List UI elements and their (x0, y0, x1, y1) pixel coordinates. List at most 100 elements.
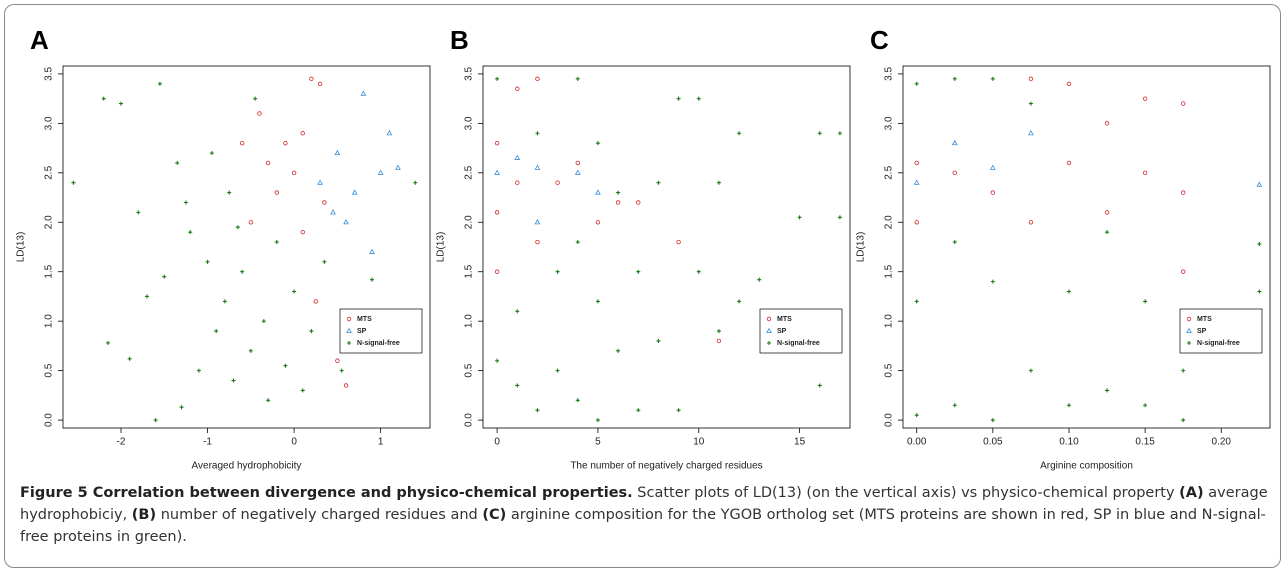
legend-marker (346, 327, 352, 334)
point (101, 96, 106, 101)
point (737, 131, 742, 136)
point (266, 398, 271, 403)
point (990, 279, 995, 284)
point (231, 378, 236, 383)
point (716, 180, 721, 185)
plot-area (902, 65, 1271, 429)
caption-label: (A) (1179, 485, 1204, 501)
point (616, 348, 621, 353)
point (317, 179, 323, 185)
point (595, 418, 600, 423)
point (257, 111, 262, 116)
point (248, 348, 253, 353)
y-tick-label: 3.0 (464, 116, 475, 130)
point (575, 76, 580, 81)
x-tick-label: 0.00 (907, 437, 927, 448)
point (595, 141, 600, 146)
point (300, 229, 305, 235)
point (162, 274, 167, 279)
point (239, 140, 245, 146)
point (291, 170, 297, 176)
legend-marker (767, 341, 771, 345)
legend-box (1179, 308, 1263, 354)
legend-marker (1187, 341, 1191, 345)
point (1104, 121, 1110, 126)
point (360, 90, 367, 96)
point (495, 76, 500, 81)
point (1180, 190, 1186, 195)
figure-frame (4, 4, 1281, 568)
point (574, 169, 581, 175)
y-tick-label: 2.0 (464, 215, 475, 229)
y-tick-label: 3.5 (464, 67, 475, 81)
point (817, 131, 822, 136)
caption-text: number of negatively charged residues an… (156, 507, 483, 523)
x-tick-label: 5 (595, 437, 601, 448)
point (1142, 170, 1148, 176)
point (1181, 418, 1186, 423)
point (106, 340, 111, 345)
x-tick-label: 0 (494, 437, 500, 448)
point (157, 81, 162, 86)
point (696, 96, 701, 101)
point (494, 269, 500, 274)
x-axis-label: Arginine composition (1040, 461, 1133, 472)
x-axis-label: The number of negatively charged residue… (570, 461, 762, 472)
x-tick-label: 15 (794, 437, 806, 448)
point (253, 96, 258, 101)
y-tick-label: 0.0 (44, 413, 55, 427)
point (952, 403, 957, 408)
y-tick-label: 1.0 (884, 314, 895, 328)
point (837, 131, 842, 136)
legend-box (759, 308, 843, 354)
point (334, 149, 341, 156)
legend-label: N-signal-free (777, 340, 820, 347)
point (1256, 181, 1263, 187)
point (136, 210, 141, 215)
x-tick-label: 0.15 (1135, 437, 1155, 448)
point (1104, 210, 1110, 215)
point (595, 220, 601, 225)
point (951, 139, 958, 146)
point (1028, 368, 1033, 373)
point (1105, 388, 1110, 393)
x-tick-label: -1 (203, 437, 212, 448)
plot-area (62, 65, 431, 429)
point (209, 151, 214, 156)
point (292, 289, 297, 294)
point (395, 164, 401, 170)
caption-title: Figure 5 Correlation between divergence … (20, 485, 633, 501)
point (990, 418, 995, 423)
legend-label: SP (777, 328, 787, 335)
point (595, 189, 601, 195)
legend-marker (766, 316, 772, 322)
point (914, 299, 919, 304)
point (214, 329, 219, 334)
point (716, 338, 722, 344)
point (248, 220, 254, 225)
legend-box (339, 308, 423, 354)
y-tick-label: 2.5 (44, 165, 55, 179)
panel-label: C (870, 25, 889, 55)
y-tick-label: 3.0 (884, 116, 895, 130)
legend-label: MTS (357, 316, 372, 323)
point (952, 170, 957, 176)
point (1180, 101, 1186, 106)
point (555, 269, 560, 274)
y-tick-label: 2.0 (44, 215, 55, 229)
point (283, 363, 288, 368)
point (534, 164, 541, 170)
point (914, 413, 919, 418)
point (261, 319, 266, 324)
plot-area (482, 65, 851, 429)
point (317, 81, 323, 87)
point (696, 269, 701, 274)
point (1066, 160, 1072, 166)
point (1028, 130, 1034, 136)
point (369, 248, 375, 254)
legend-marker (346, 316, 352, 322)
legend-marker (1186, 327, 1192, 334)
point (274, 240, 279, 245)
point (1181, 368, 1186, 373)
point (1180, 269, 1186, 274)
